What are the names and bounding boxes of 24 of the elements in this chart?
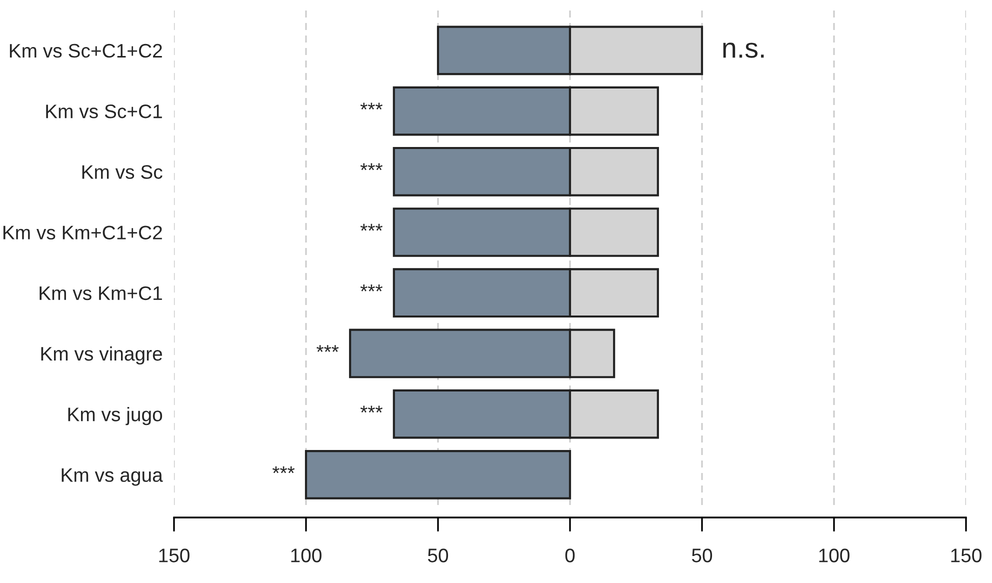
x-tick-label: 150 xyxy=(951,548,982,562)
x-tick-label: 50 xyxy=(428,548,448,562)
y-tick-label: Km vs Sc xyxy=(82,165,162,179)
x-tick-label: 150 xyxy=(159,548,190,562)
annotation: *** xyxy=(360,102,382,110)
y-tick-label: Km vs agua xyxy=(62,468,163,486)
annotation: *** xyxy=(272,466,295,474)
y-tick-label: Km vs vinagre xyxy=(41,346,162,365)
y-tick-label: Km vs Km+C1+C2 xyxy=(3,226,162,240)
x-tick-label: 100 xyxy=(291,548,322,562)
annotation: *** xyxy=(316,345,339,352)
bar xyxy=(304,450,572,500)
x-tick-label: 100 xyxy=(819,548,850,562)
y-tick-label: Km vs jugo xyxy=(68,407,162,426)
annotation: n.s. xyxy=(723,42,764,58)
y-tick-label: Km vs Sc+C1 xyxy=(46,104,162,118)
annotation: *** xyxy=(360,163,382,170)
annotation: *** xyxy=(360,224,382,231)
x-tick-label: 0 xyxy=(565,548,575,562)
x-tick-label: 50 xyxy=(692,548,712,562)
annotation: *** xyxy=(360,284,382,292)
y-tick-label: Km vs Sc+C1+C2 xyxy=(10,44,162,58)
y-tick-label: Km vs Km+C1 xyxy=(40,286,162,300)
annotation: *** xyxy=(360,406,382,413)
